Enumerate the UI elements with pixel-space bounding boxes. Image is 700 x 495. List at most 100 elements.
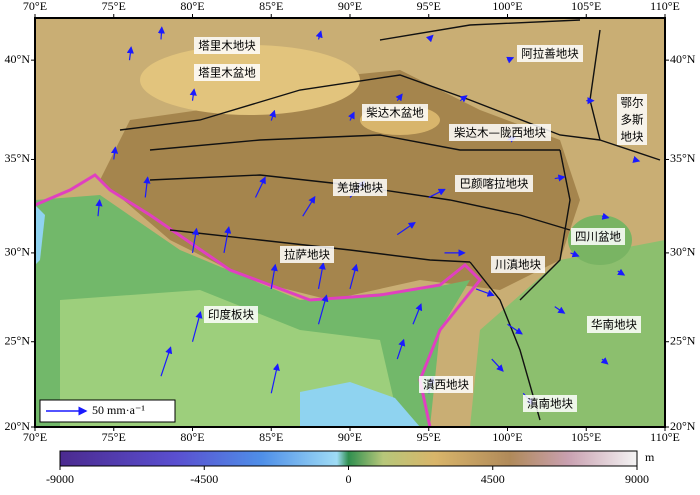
region-label: 鄂尔 bbox=[621, 96, 644, 110]
velocity-arrow bbox=[425, 34, 434, 43]
colorbar bbox=[59, 450, 638, 467]
x-tick-label: 70°E bbox=[23, 430, 47, 444]
region-label-bg bbox=[280, 246, 334, 263]
velocity-arrow bbox=[491, 358, 504, 372]
velocity-arrow bbox=[412, 303, 423, 325]
region-label: 巴颜喀拉地块 bbox=[460, 177, 529, 191]
velocity-arrow bbox=[223, 226, 232, 254]
y-tick-label: 25°N bbox=[670, 333, 696, 347]
y-tick-label: 40°N bbox=[670, 52, 696, 66]
region-label: 柴达木盆地 bbox=[366, 106, 424, 120]
velocity-arrow bbox=[191, 310, 203, 342]
region-label-bg bbox=[517, 45, 583, 62]
terrain bbox=[35, 18, 665, 427]
velocity-arrow bbox=[632, 155, 641, 163]
region-label: 印度板块 bbox=[208, 308, 254, 322]
x-tick-label: 80°E bbox=[180, 430, 204, 444]
velocity-arrow bbox=[160, 346, 173, 377]
x-tick-label: 80°E bbox=[180, 0, 204, 13]
region-label: 拉萨地块 bbox=[284, 248, 330, 262]
velocity-arrow bbox=[617, 268, 626, 276]
x-tick-label: 110°E bbox=[650, 0, 680, 13]
x-tick-label: 110°E bbox=[650, 430, 680, 444]
velocity-arrow bbox=[459, 95, 468, 103]
region-label: 塔里木地块 bbox=[198, 39, 256, 53]
x-tick-label: 95°E bbox=[417, 430, 441, 444]
x-tick-label: 70°E bbox=[23, 0, 47, 13]
region-label: 塔里木盆地 bbox=[198, 66, 256, 80]
region-label: 川滇地块 bbox=[495, 258, 541, 272]
region-label: 多斯 bbox=[621, 113, 644, 127]
region-label-bg bbox=[491, 256, 545, 273]
y-tick-label: 20°N bbox=[670, 419, 696, 433]
velocity-arrow bbox=[269, 109, 276, 121]
y-tick-label: 30°N bbox=[670, 245, 696, 259]
region-label-bg bbox=[587, 316, 641, 333]
y-tick-label: 25°N bbox=[5, 333, 31, 347]
region-label-bg bbox=[333, 179, 387, 196]
region-label: 羌塘地块 bbox=[337, 181, 383, 195]
velocity-arrow bbox=[302, 195, 316, 217]
x-tick-label: 100°E bbox=[492, 430, 522, 444]
velocity-arrow bbox=[315, 30, 323, 40]
velocity-vectors bbox=[95, 26, 641, 406]
colorbar-tick-label: 4500 bbox=[481, 472, 505, 486]
colorbar-unit: m bbox=[645, 450, 655, 464]
colorbar-tick-label: -9000 bbox=[46, 472, 74, 486]
x-tick-label: 105°E bbox=[571, 0, 601, 13]
velocity-arrow bbox=[317, 294, 329, 325]
y-tick-label: 35°N bbox=[5, 151, 31, 165]
colorbar-tick-label: -4500 bbox=[190, 472, 218, 486]
velocity-arrow bbox=[506, 56, 515, 64]
region-label-bg bbox=[419, 376, 473, 393]
x-tick-label: 90°E bbox=[338, 0, 362, 13]
region-label-bg bbox=[362, 104, 428, 121]
velocity-arrow bbox=[126, 46, 134, 61]
velocity-arrow bbox=[157, 26, 165, 40]
velocity-arrow bbox=[395, 93, 403, 102]
x-tick-label: 95°E bbox=[417, 0, 441, 13]
velocity-arrow bbox=[95, 198, 103, 217]
scale-label: 50 mm·a⁻¹ bbox=[92, 403, 145, 417]
velocity-arrow bbox=[428, 188, 446, 199]
x-tick-label: 85°E bbox=[259, 430, 283, 444]
region-label: 滇西地块 bbox=[423, 378, 469, 392]
velocity-arrow bbox=[254, 176, 266, 198]
velocity-arrow bbox=[475, 288, 495, 297]
y-tick-label: 20°N bbox=[5, 419, 31, 433]
region-label: 华南地块 bbox=[591, 318, 637, 332]
velocity-arrow bbox=[191, 227, 200, 253]
x-tick-label: 75°E bbox=[102, 0, 126, 13]
scale-box bbox=[39, 399, 176, 423]
velocity-arrow bbox=[396, 221, 416, 236]
y-tick-label: 35°N bbox=[670, 151, 696, 165]
region-label: 阿拉善地块 bbox=[521, 47, 579, 61]
velocity-arrow bbox=[600, 357, 609, 365]
velocity-arrow bbox=[507, 323, 523, 335]
region-label-bg bbox=[204, 306, 258, 323]
velocity-arrow bbox=[349, 263, 359, 290]
velocity-arrow bbox=[317, 262, 326, 290]
y-tick-label: 40°N bbox=[5, 52, 31, 66]
x-tick-label: 90°E bbox=[338, 430, 362, 444]
velocity-arrow bbox=[554, 174, 566, 182]
x-tick-label: 85°E bbox=[259, 0, 283, 13]
velocity-arrow bbox=[143, 176, 151, 198]
x-tick-label: 75°E bbox=[102, 430, 126, 444]
x-tick-label: 100°E bbox=[492, 0, 522, 13]
region-label-bg bbox=[571, 228, 625, 245]
velocity-arrow bbox=[570, 250, 580, 258]
velocity-arrow bbox=[270, 263, 278, 290]
region-label-bg bbox=[194, 64, 260, 81]
region-label-bg bbox=[455, 175, 533, 192]
region-label: 四川盆地 bbox=[575, 230, 621, 244]
region-label: 滇南地块 bbox=[527, 397, 573, 411]
y-tick-label: 30°N bbox=[5, 245, 31, 259]
region-label-bg bbox=[523, 395, 577, 412]
region-label-bg bbox=[617, 94, 647, 145]
colorbar-tick-label: 0 bbox=[346, 472, 352, 486]
colorbar-tick-label: 9000 bbox=[625, 472, 649, 486]
region-label-bg bbox=[449, 124, 551, 141]
velocity-arrow bbox=[189, 88, 197, 101]
